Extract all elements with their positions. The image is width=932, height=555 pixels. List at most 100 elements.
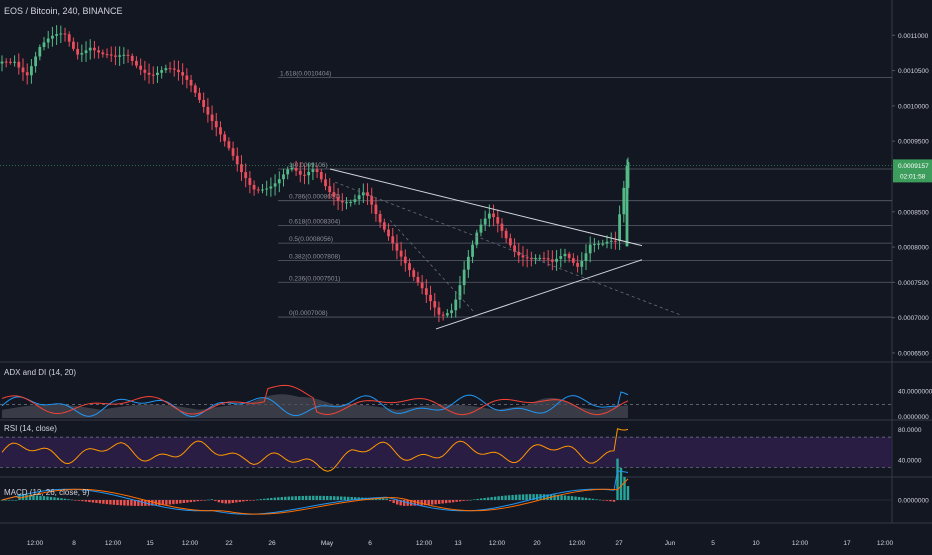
macd-histogram-bar — [437, 500, 441, 504]
candle-body — [46, 38, 50, 43]
macd-histogram-bar — [340, 496, 343, 500]
macd-histogram-bar — [67, 499, 70, 500]
macd-histogram-bar — [266, 498, 269, 500]
macd-histogram-bar — [413, 500, 416, 506]
candle-body — [592, 244, 596, 246]
candle-body — [399, 250, 403, 257]
macd-histogram-bar — [619, 467, 623, 500]
current-price-tag — [893, 159, 932, 183]
macd-histogram-bar — [507, 495, 511, 500]
macd-histogram-bar — [504, 495, 507, 500]
time-axis-label: 12:00 — [569, 540, 586, 547]
macd-histogram-bar — [525, 494, 528, 500]
macd-histogram-bar — [427, 500, 430, 505]
macd-histogram-bar — [528, 494, 532, 500]
macd-histogram-bar — [81, 500, 84, 502]
candle-body — [88, 47, 92, 51]
candle-body — [429, 294, 432, 302]
macd-histogram-bar — [392, 500, 395, 504]
candle-body — [625, 165, 629, 247]
macd-histogram-bar — [315, 495, 318, 500]
macd-histogram-bar — [455, 500, 458, 502]
candle-body — [214, 121, 218, 128]
macd-histogram-bar — [224, 500, 228, 504]
macd-histogram-bar — [577, 496, 581, 500]
macd-histogram-bar — [514, 494, 518, 500]
candle-body — [21, 67, 25, 73]
macd-histogram-bar — [326, 495, 329, 500]
candle-body — [555, 258, 558, 262]
macd-histogram-bar — [245, 500, 249, 501]
candle-body — [597, 243, 600, 245]
candle-body — [487, 213, 491, 219]
candle-body — [93, 47, 96, 51]
macd-histogram-bar — [112, 500, 116, 505]
candle-body — [353, 199, 357, 202]
candle-body — [172, 68, 176, 70]
macd-histogram-bar — [39, 495, 42, 500]
candle-body — [366, 192, 369, 196]
macd-histogram-bar — [105, 500, 109, 505]
macd-histogram-bar — [179, 500, 182, 504]
macd-histogram-bar — [182, 500, 186, 503]
macd-histogram-bar — [556, 494, 560, 500]
candle-body — [143, 69, 147, 73]
macd-histogram-bar — [56, 497, 60, 500]
macd-histogram-bar — [25, 494, 28, 500]
trendline-dashed — [334, 181, 683, 316]
candle-body — [525, 257, 529, 259]
candle-body — [609, 240, 613, 242]
time-axis-label: 12:00 — [877, 540, 894, 547]
signal-line — [1, 478, 629, 515]
candle-body — [72, 41, 75, 49]
macd-histogram-bar — [458, 500, 462, 502]
candle-body — [445, 313, 449, 316]
macd-histogram-bar — [4, 500, 7, 501]
macd-histogram-bar — [465, 500, 469, 501]
macd-histogram-bar — [476, 498, 479, 500]
macd-histogram — [0, 458, 630, 506]
macd-histogram-bar — [602, 500, 605, 501]
macd-histogram-bar — [612, 500, 616, 502]
time-axis-label: 27 — [615, 540, 623, 547]
macd-histogram-bar — [126, 500, 130, 506]
macd-histogram-bar — [172, 500, 175, 505]
price-axis-label: 0.0008000 — [898, 245, 929, 252]
time-axis-label: 8 — [72, 540, 76, 547]
macd-histogram-bar — [256, 499, 259, 501]
macd-histogram-bar — [203, 500, 207, 501]
candle-body — [294, 167, 298, 171]
macd-histogram-bar — [168, 500, 172, 505]
candle-body — [361, 192, 365, 196]
macd-histogram-bar — [462, 500, 465, 501]
macd-histogram-bar — [214, 500, 217, 501]
macd-histogram-bar — [28, 494, 32, 500]
time-axis-label: Jun — [665, 540, 676, 547]
candle-body — [424, 288, 428, 295]
candle-body — [76, 48, 80, 55]
candle-body — [492, 213, 495, 218]
macd-histogram-bar — [270, 497, 273, 500]
candles — [0, 25, 630, 323]
time-axis-label: 12:00 — [416, 540, 433, 547]
candle-body — [420, 282, 424, 289]
macd-histogram-bar — [493, 496, 497, 500]
macd-histogram-bar — [588, 498, 591, 500]
fib-level-label: 0.786(0.0008657) — [289, 194, 340, 201]
di-minus-line — [1, 384, 629, 416]
macd-histogram-bar — [252, 500, 255, 501]
candle-body — [450, 310, 453, 314]
adx-axis-label: 0.0000000 — [898, 414, 929, 421]
macd-histogram-bar — [161, 500, 165, 506]
candle-body — [298, 170, 302, 175]
candle-body — [336, 197, 340, 201]
macd-histogram-bar — [532, 494, 535, 500]
macd-histogram-bar — [238, 500, 242, 502]
candle-body — [496, 217, 500, 224]
candle-body — [198, 92, 201, 100]
macd-histogram-bar — [151, 500, 154, 506]
candle-body — [63, 33, 67, 35]
candle-body — [382, 222, 386, 230]
macd-histogram-bar — [63, 498, 67, 500]
candle-body — [580, 260, 584, 267]
